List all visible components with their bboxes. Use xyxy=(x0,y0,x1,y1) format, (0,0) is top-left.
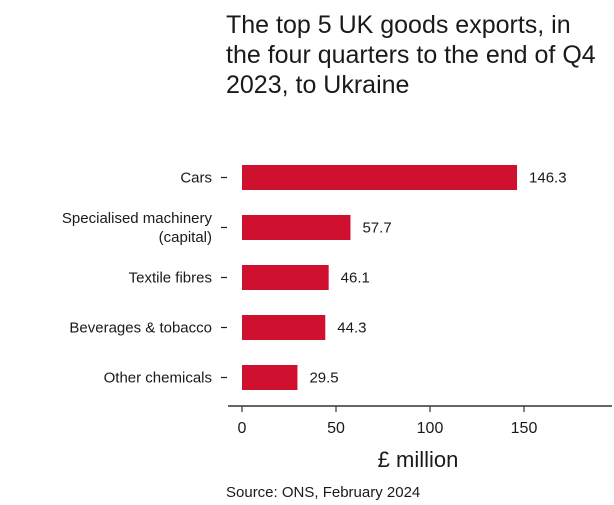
x-axis: 0 50 100 150 xyxy=(221,176,612,437)
category-label-3: Beverages & tobacco xyxy=(69,320,212,337)
chart-title: The top 5 UK goods exports, in the four … xyxy=(226,11,596,99)
x-tick-label-2: 100 xyxy=(417,420,444,437)
bar-2 xyxy=(242,265,329,290)
category-label-2: Textile fibres xyxy=(129,270,212,287)
x-tick-label-3: 150 xyxy=(511,420,538,437)
data-label-1: 57.7 xyxy=(362,220,391,237)
bar-0 xyxy=(242,165,518,190)
category-label-1-line-0: Specialised machinery xyxy=(62,210,213,227)
x-tick-label-1: 50 xyxy=(327,420,345,437)
data-label-3: 44.3 xyxy=(337,320,366,337)
x-axis-title: £ million xyxy=(378,447,459,472)
source-note: Source: ONS, February 2024 xyxy=(226,484,421,501)
labels-layer: 146.3 Cars 57.7 Specialised machinery (capit… xyxy=(62,170,567,387)
category-label-1-line-1: (capital) xyxy=(159,229,212,246)
data-label-0: 146.3 xyxy=(529,170,567,187)
bar-3 xyxy=(242,315,326,340)
category-label-0: Cars xyxy=(180,170,212,187)
category-label-4: Other chemicals xyxy=(104,370,212,387)
data-label-2: 46.1 xyxy=(341,270,370,287)
data-label-4: 29.5 xyxy=(309,370,338,387)
bars-layer xyxy=(242,165,518,390)
x-tick-label-0: 0 xyxy=(238,420,247,437)
bar-4 xyxy=(242,365,298,390)
bar-1 xyxy=(242,215,351,240)
